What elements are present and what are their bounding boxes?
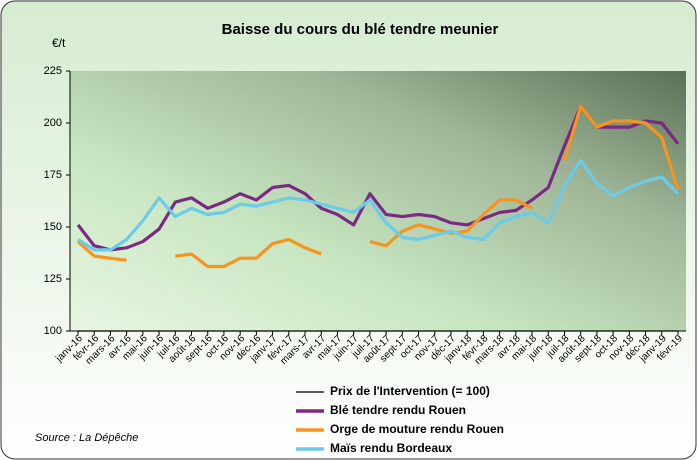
y-tick-label: 100 bbox=[44, 325, 62, 337]
legend-label: Maïs rendu Bordeaux bbox=[330, 441, 452, 455]
legend-label: Prix de l'Intervention (= 100) bbox=[330, 384, 490, 398]
legend-label: Orge de mouture rendu Rouen bbox=[330, 422, 504, 436]
y-tick-label: 150 bbox=[44, 221, 62, 233]
y-tick-label: 225 bbox=[44, 65, 62, 77]
legend-label: Blé tendre rendu Rouen bbox=[330, 403, 466, 417]
y-tick-label: 175 bbox=[44, 169, 62, 181]
source: Source : La Dépêche bbox=[35, 432, 138, 444]
y-tick-label: 200 bbox=[44, 117, 62, 129]
series-line bbox=[76, 104, 680, 269]
y-tick-label: 125 bbox=[44, 273, 62, 285]
chart-title: Baisse du cours du blé tendre meunier bbox=[222, 21, 499, 38]
y-axis-label: €/t bbox=[52, 36, 66, 50]
series-line bbox=[77, 158, 680, 252]
plot-area bbox=[70, 71, 686, 331]
